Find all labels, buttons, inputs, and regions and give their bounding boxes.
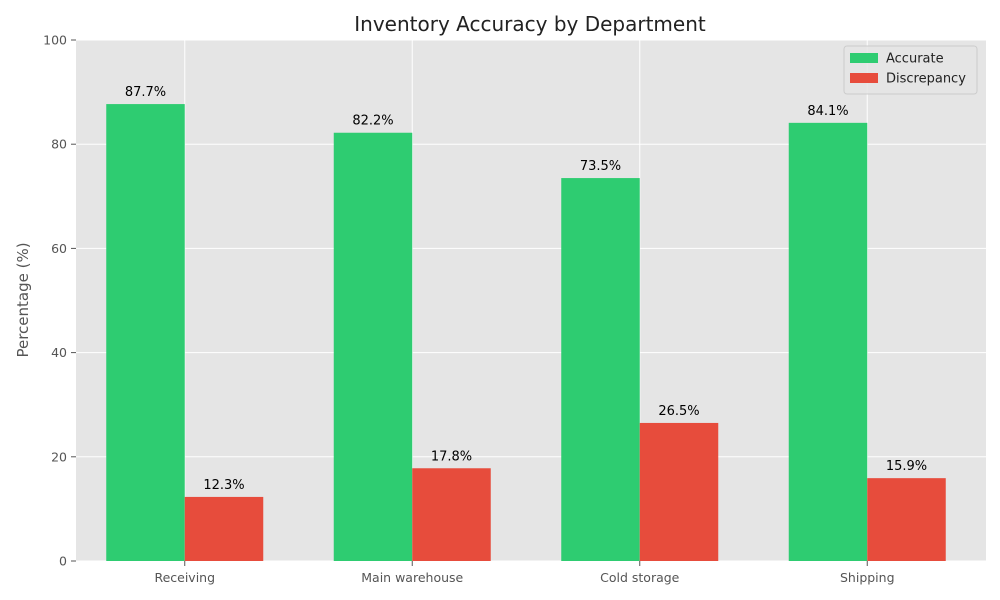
bar-accurate-main-warehouse [333, 132, 413, 561]
x-axis-ticks: Receiving Main warehouse Cold storage Shipp… [154, 561, 895, 585]
y-tick-label: 60 [51, 241, 67, 256]
legend-swatch-discrepancy [850, 73, 878, 83]
y-tick-label: 100 [43, 33, 67, 48]
chart-title: Inventory Accuracy by Department [354, 12, 706, 36]
legend-label-accurate: Accurate [886, 52, 944, 67]
y-axis-label: Percentage (%) [14, 242, 32, 357]
bars [106, 104, 946, 562]
legend-swatch-accurate [850, 53, 878, 63]
data-label: 82.2% [352, 114, 393, 129]
y-tick-label: 40 [51, 345, 67, 360]
data-label: 87.7% [125, 85, 166, 100]
data-label: 26.5% [658, 404, 699, 419]
data-label: 17.8% [431, 449, 472, 464]
legend-label-discrepancy: Discrepancy [886, 72, 966, 87]
bar-discrepancy-cold-storage [639, 422, 719, 561]
bar-accurate-cold-storage [561, 178, 640, 561]
y-tick-label: 20 [51, 449, 67, 464]
data-label: 73.5% [580, 159, 621, 174]
bar-discrepancy-shipping [867, 478, 946, 561]
y-axis-ticks: 0 20 40 60 80 100 [43, 33, 76, 569]
y-tick-label: 0 [59, 554, 67, 569]
data-label: 84.1% [807, 104, 848, 119]
bar-accurate-receiving [106, 104, 185, 561]
x-tick-label: Receiving [154, 570, 215, 585]
x-tick-label: Shipping [840, 570, 895, 585]
data-label: 15.9% [886, 459, 927, 474]
bar-discrepancy-main-warehouse [412, 468, 491, 561]
legend: Accurate Discrepancy [843, 45, 978, 95]
data-label: 12.3% [203, 478, 244, 493]
bar-accurate-shipping [788, 122, 868, 562]
x-tick-label: Main warehouse [361, 570, 463, 585]
x-tick-label: Cold storage [600, 570, 680, 585]
y-tick-label: 80 [51, 137, 67, 152]
bar-discrepancy-receiving [184, 496, 264, 561]
data-labels: 87.7% 82.2% 73.5% 84.1% 12.3% 17.8% 26.5% 15.9% [125, 85, 927, 493]
